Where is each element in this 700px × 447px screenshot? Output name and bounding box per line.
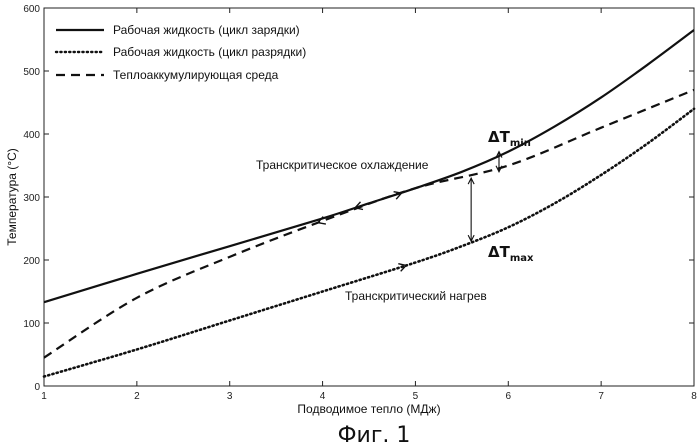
y-tick-label: 300 <box>23 193 40 204</box>
x-axis-title: Подводимое тепло (МДж) <box>297 402 440 416</box>
figure-caption: Фиг. 1 <box>338 423 411 447</box>
x-tick-label: 7 <box>598 391 604 402</box>
x-tick-label: 5 <box>413 391 419 402</box>
y-tick-label: 400 <box>23 130 40 141</box>
delta-t-min-subscript: min <box>510 138 531 149</box>
delta-t-max-label: ΔTmax <box>488 243 534 264</box>
y-tick-label: 100 <box>23 319 40 330</box>
y-tick-label: 600 <box>23 4 40 15</box>
series-lines <box>44 30 694 377</box>
x-tick-label: 4 <box>320 391 326 402</box>
delta-markers <box>468 152 502 241</box>
delta-t-min-label: ΔTmin <box>488 128 531 149</box>
heating-annotation: Транскритический нагрев <box>345 289 487 303</box>
x-tick-label: 6 <box>506 391 512 402</box>
legend-label-storage-medium: Теплоаккумулирующая среда <box>113 68 279 82</box>
legend-label-discharging: Рабочая жидкость (цикл разрядки) <box>113 45 306 59</box>
x-tick-label: 3 <box>227 391 233 402</box>
series-discharging-line <box>44 109 694 377</box>
y-tick-label: 500 <box>23 67 40 78</box>
x-tick-label: 1 <box>41 391 47 402</box>
plot-frame <box>44 8 694 386</box>
x-tick-label: 8 <box>691 391 697 402</box>
x-tick-label: 2 <box>134 391 140 402</box>
direction-arrows <box>318 192 406 272</box>
delta-t-min-symbol: ΔT <box>488 128 511 146</box>
y-axis-title: Температура (°C) <box>5 148 19 245</box>
legend-label-charging: Рабочая жидкость (цикл зарядки) <box>113 23 300 37</box>
cooling-annotation: Транскритическое охлаждение <box>256 158 429 172</box>
delta-t-max-symbol: ΔT <box>488 243 511 261</box>
plot-area: 0 100 200 300 400 500 600 1 2 3 4 5 6 7 8 <box>23 4 697 402</box>
delta-t-max-subscript: max <box>510 253 534 264</box>
series-storage-medium-line <box>44 90 694 358</box>
legend: Рабочая жидкость (цикл зарядки) Рабочая … <box>56 23 306 82</box>
y-tick-label: 0 <box>34 382 40 393</box>
y-tick-label: 200 <box>23 256 40 267</box>
